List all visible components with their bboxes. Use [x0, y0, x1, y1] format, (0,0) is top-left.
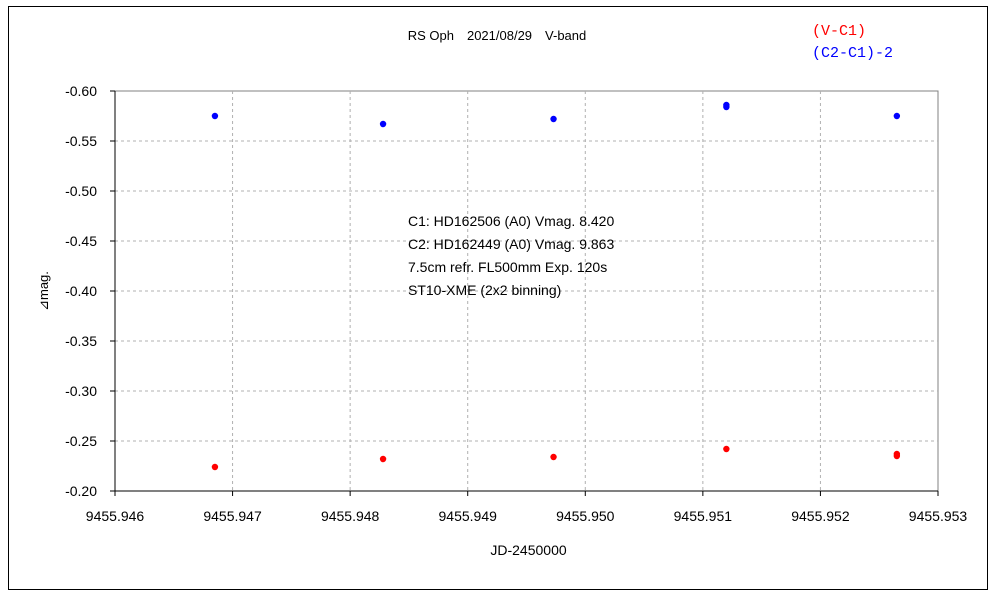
y-tick-label: -0.30 — [65, 383, 97, 399]
x-tick-label: 9455.947 — [203, 508, 262, 524]
x-tick-label: 9455.953 — [909, 508, 968, 524]
x-axis-title: JD-2450000 — [490, 542, 566, 558]
data-point-series-1 — [211, 463, 219, 471]
y-tick-label: -0.35 — [65, 333, 97, 349]
legend-entry: (V-C1) — [812, 23, 866, 40]
x-tick-label: 9455.950 — [556, 508, 615, 524]
x-tick-label: 9455.951 — [674, 508, 733, 524]
chart-title: RS Oph 2021/08/29 V-band — [408, 28, 587, 43]
data-point-series-2 — [211, 112, 219, 120]
data-point-series-1 — [893, 450, 901, 458]
y-tick-label: -0.45 — [65, 233, 97, 249]
x-tick-label: 9455.949 — [439, 508, 498, 524]
data-point-series-2 — [723, 101, 730, 109]
y-tick-label: -0.50 — [65, 183, 97, 199]
data-point-series-1 — [550, 453, 557, 461]
annotation-line: C2: HD162449 (A0) Vmag. 9.863 — [408, 236, 614, 252]
y-axis-title: ⊿mag. — [36, 271, 51, 311]
x-tick-label: 9455.952 — [791, 508, 850, 524]
y-tick-label: -0.40 — [65, 283, 97, 299]
annotation-line: 7.5cm refr. FL500mm Exp. 120s — [408, 259, 607, 275]
annotation-line: C1: HD162506 (A0) Vmag. 8.420 — [408, 213, 614, 229]
data-point-series-1 — [723, 445, 730, 453]
legend-entry: (C2-C1)-2 — [812, 45, 893, 62]
annotation-line: ST10-XME (2x2 binning) — [408, 282, 561, 298]
y-tick-label: -0.60 — [65, 83, 97, 99]
data-point-series-2 — [550, 115, 557, 123]
x-tick-label: 9455.948 — [321, 508, 380, 524]
data-point-series-2 — [379, 120, 387, 128]
y-tick-label: -0.55 — [65, 133, 97, 149]
data-point-series-1 — [379, 455, 387, 463]
y-tick-label: -0.25 — [65, 433, 97, 449]
data-point-series-2 — [893, 112, 901, 120]
y-tick-label: -0.20 — [65, 483, 97, 499]
x-tick-label: 9455.946 — [86, 508, 145, 524]
